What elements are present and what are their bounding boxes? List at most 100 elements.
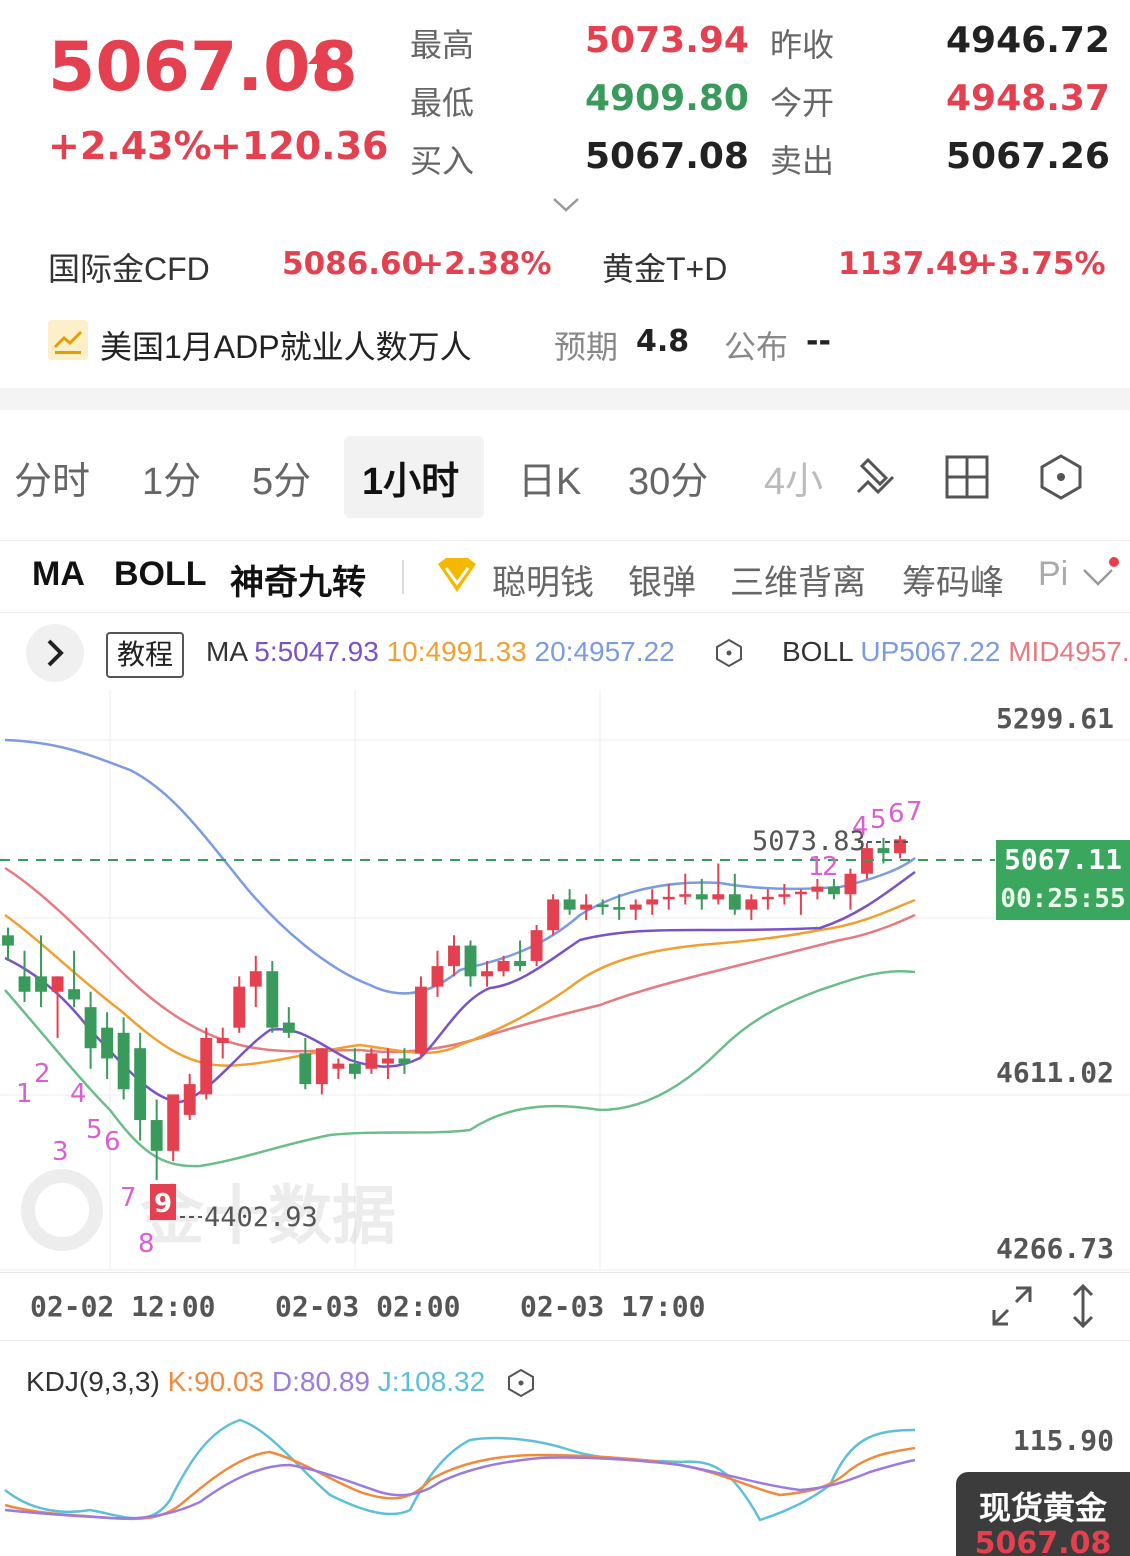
indicator-expand-icon[interactable] — [1080, 556, 1124, 601]
candle-body — [646, 899, 659, 905]
candle-body — [728, 894, 741, 910]
candle — [233, 976, 246, 1033]
ma5-line — [4, 870, 916, 1104]
candle — [811, 878, 824, 900]
ma-legend: MA 5:5047.93 10:4991.33 20:4957.22 — [206, 636, 675, 668]
collapse-panel-button[interactable] — [26, 624, 84, 682]
tab-5min[interactable]: 5分 — [252, 461, 312, 503]
boll-lower-line — [4, 970, 916, 1168]
candle-body — [117, 1032, 130, 1090]
candle-body — [844, 873, 857, 895]
candle — [348, 1048, 361, 1079]
event-title[interactable]: 美国1月ADP就业人数万人 — [100, 329, 472, 365]
candle-body — [200, 1037, 213, 1095]
candle-body — [547, 899, 560, 931]
indicator-magic-nine[interactable]: 神奇九转 — [230, 564, 366, 602]
indicator-bottom-divider — [0, 612, 1130, 613]
td-label[interactable]: 黄金T+D — [602, 251, 728, 287]
candlestick-chart[interactable]: 金十数据 5073.83 4402.93 1 2 3 4 5 6 7 8 1 2… — [0, 690, 1130, 1272]
ma20-value: 20:4957.22 — [534, 636, 675, 667]
section-divider — [0, 388, 1130, 410]
svg-text:1: 1 — [808, 852, 825, 882]
low-label: 最低 — [410, 85, 475, 121]
candle-body — [216, 1037, 229, 1044]
settings-hexagon-icon[interactable] — [1038, 454, 1084, 505]
candle-body — [778, 894, 791, 897]
candle — [134, 1032, 147, 1141]
candle — [530, 925, 543, 967]
candle — [249, 955, 262, 1008]
change-amount: +120.36 — [210, 124, 389, 168]
indicator-divergence[interactable]: 三维背离 — [730, 564, 866, 602]
candle-body — [266, 971, 279, 1028]
candle — [679, 873, 692, 905]
time-label-1: 02-02 12:00 — [30, 1290, 216, 1323]
td-percent: +3.75% — [972, 246, 1106, 282]
y-axis-top: 5299.61 — [995, 702, 1114, 735]
expand-chevron-icon[interactable] — [552, 196, 580, 219]
candle-countdown: 00:25:55 — [1000, 884, 1126, 914]
fullscreen-icon[interactable] — [990, 1284, 1034, 1333]
candle-body — [415, 986, 427, 1054]
candle-body — [398, 1058, 411, 1064]
indicator-boll[interactable]: BOLL — [114, 555, 207, 593]
vertical-resize-icon[interactable] — [1068, 1282, 1098, 1335]
kdj-settings-icon[interactable] — [506, 1368, 536, 1403]
candle-body — [481, 971, 493, 977]
floating-quote-badge[interactable]: 现货黄金 5067.08 — [956, 1472, 1130, 1556]
candle — [844, 868, 857, 910]
tab-30min[interactable]: 30分 — [628, 461, 709, 503]
candle — [200, 1027, 213, 1100]
candle-body — [761, 896, 774, 900]
indicator-more[interactable]: Pi — [1038, 555, 1069, 593]
candle — [183, 1073, 196, 1121]
candle — [894, 835, 906, 859]
ma-settings-icon[interactable] — [714, 638, 744, 673]
indicator-smart-money[interactable]: 聪明钱 — [492, 564, 594, 602]
kdj-k-value: K:90.03 — [167, 1366, 265, 1397]
candle-body — [877, 848, 890, 854]
tab-4hour[interactable]: 4小 — [764, 461, 824, 503]
candle-body — [84, 1007, 97, 1049]
badge-title: 现货黄金 — [978, 1490, 1107, 1526]
candle-body — [35, 976, 47, 992]
open-value: 4948.37 — [946, 78, 1110, 119]
svg-text:7: 7 — [906, 797, 923, 827]
tutorial-button[interactable]: 教程 — [106, 632, 184, 678]
candle — [695, 878, 708, 910]
boll-up-value: UP5067.22 — [860, 636, 1001, 667]
kdj-j-value: J:108.32 — [377, 1366, 486, 1397]
tab-1hour[interactable]: 1小时 — [362, 461, 460, 503]
indicator-ma[interactable]: MA — [32, 555, 85, 593]
indicator-divider — [402, 560, 404, 594]
svg-text:1: 1 — [16, 1079, 33, 1109]
prev-close-value: 4946.72 — [946, 20, 1110, 61]
candle — [547, 894, 560, 936]
tab-1min[interactable]: 1分 — [142, 461, 202, 503]
tab-daily[interactable]: 日K — [518, 461, 582, 503]
candle-body — [249, 971, 262, 987]
bid-label: 买入 — [410, 143, 475, 179]
candle-body — [894, 839, 906, 854]
candle — [613, 894, 626, 920]
indicator-chip-peak[interactable]: 筹码峰 — [902, 564, 1004, 602]
candle-body — [18, 976, 31, 992]
candle-body — [827, 886, 840, 895]
event-chart-icon — [48, 320, 88, 365]
candle — [117, 1017, 130, 1100]
candle — [68, 950, 81, 1008]
kdj-k-line — [4, 1446, 916, 1521]
layout-grid-icon[interactable] — [944, 454, 990, 505]
candle — [497, 955, 510, 977]
candle — [332, 1058, 345, 1079]
draw-tool-icon[interactable] — [848, 452, 898, 507]
indicator-silver-bullet[interactable]: 银弹 — [628, 564, 696, 602]
tab-fenshi[interactable]: 分时 — [14, 461, 91, 503]
candle-body — [464, 945, 477, 977]
candle — [299, 1037, 312, 1090]
candle-body — [332, 1063, 345, 1069]
cfd-label[interactable]: 国际金CFD — [48, 251, 210, 287]
candle — [514, 940, 527, 972]
tabs-divider — [0, 540, 1130, 541]
candle — [35, 935, 47, 1008]
